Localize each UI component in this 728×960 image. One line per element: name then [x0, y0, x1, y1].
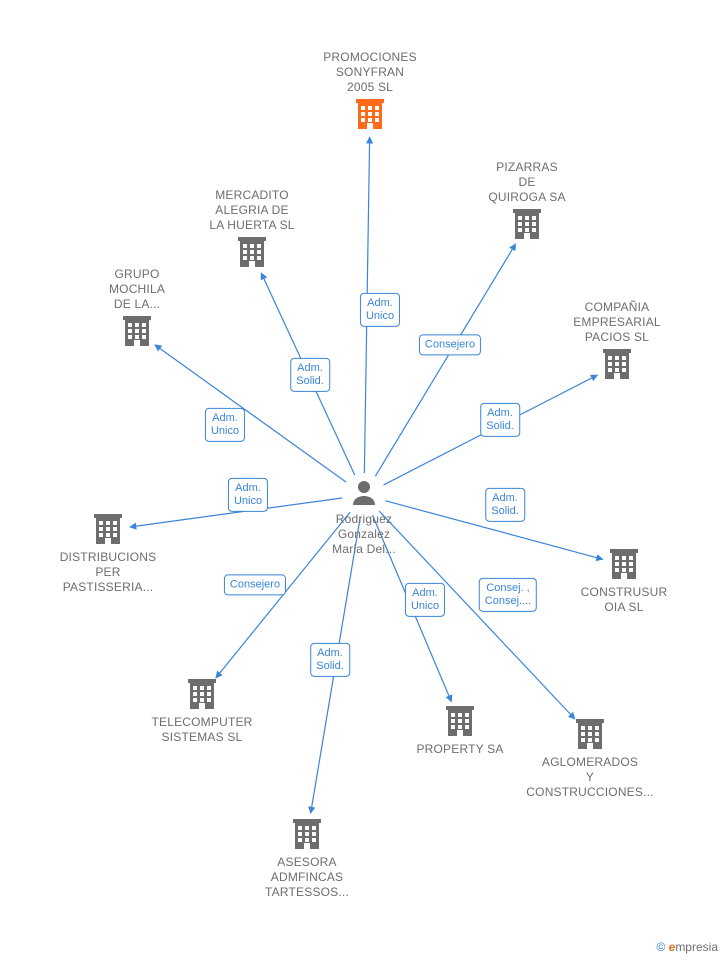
- building-icon-promociones: [356, 99, 384, 129]
- edge-label-distribucions: Adm. Unico: [228, 478, 268, 512]
- node-label-compania: COMPAÑIA EMPRESARIAL PACIOS SL: [573, 300, 661, 345]
- node-label-telecomputer: TELECOMPUTER SISTEMAS SL: [151, 715, 252, 745]
- edge-label-compania: Adm. Solid.: [480, 403, 520, 437]
- edge-label-construsur: Adm. Solid.: [485, 488, 525, 522]
- building-icon-compania: [603, 349, 631, 379]
- building-icon-property: [446, 706, 474, 736]
- building-icon-asesora: [293, 819, 321, 849]
- person-icon: [353, 481, 375, 505]
- node-label-promociones: PROMOCIONES SONYFRAN 2005 SL: [323, 50, 417, 95]
- edge-label-mercadito: Adm. Solid.: [290, 358, 330, 392]
- node-label-pizarras: PIZARRAS DE QUIROGA SA: [488, 160, 565, 205]
- node-label-distribucions: DISTRIBUCIONS PER PASTISSERIA...: [60, 550, 157, 595]
- building-icon-mercadito: [238, 237, 266, 267]
- edge-label-pizarras: Consejero: [419, 334, 481, 355]
- node-label-person: Rodriguez Gonzalez Maria Del...: [332, 512, 396, 557]
- footer-brand: © empresia: [656, 940, 718, 954]
- building-icon-telecomputer: [188, 679, 216, 709]
- edge-label-promociones: Adm. Unico: [360, 293, 400, 327]
- building-icon-distribucions: [94, 514, 122, 544]
- diagram-canvas: [0, 0, 728, 960]
- building-icon-aglomerados: [576, 719, 604, 749]
- edge-label-grupo: Adm. Unico: [205, 408, 245, 442]
- edge-label-telecomputer: Consejero: [224, 574, 286, 595]
- node-label-asesora: ASESORA ADMFINCAS TARTESSOS...: [265, 855, 349, 900]
- edge-label-asesora: Adm. Solid.: [310, 643, 350, 677]
- node-label-aglomerados: AGLOMERADOS Y CONSTRUCCIONES...: [526, 755, 653, 800]
- edge-pizarras: [375, 244, 515, 476]
- node-label-property: PROPERTY SA: [416, 742, 503, 757]
- building-icon-construsur: [610, 549, 638, 579]
- node-label-grupo: GRUPO MOCHILA DE LA...: [109, 267, 165, 312]
- edge-label-property: Adm. Unico: [405, 583, 445, 617]
- edge-label-aglomerados: Consej. , Consej....: [479, 578, 537, 612]
- brand-rest: mpresia: [675, 940, 718, 954]
- node-label-construsur: CONSTRUSUR OIA SL: [581, 585, 668, 615]
- copyright-symbol: ©: [656, 940, 665, 954]
- node-label-mercadito: MERCADITO ALEGRIA DE LA HUERTA SL: [209, 188, 294, 233]
- building-icon-pizarras: [513, 209, 541, 239]
- building-icon-grupo: [123, 316, 151, 346]
